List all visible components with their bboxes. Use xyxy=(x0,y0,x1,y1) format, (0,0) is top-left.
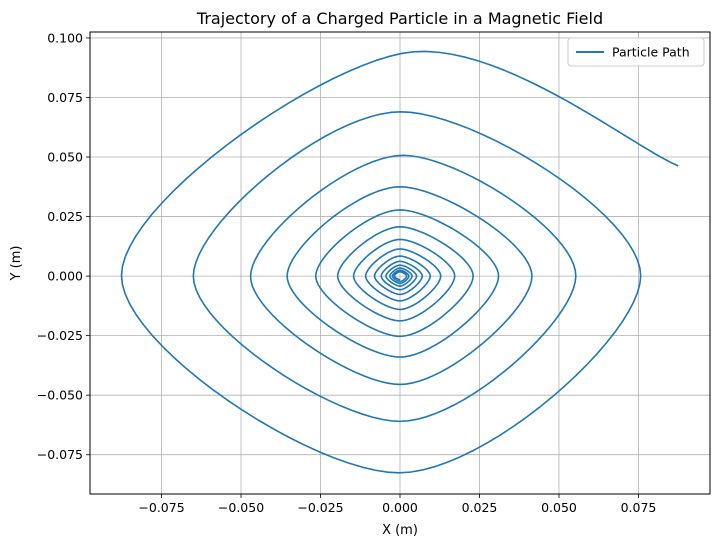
x-tick-label: 0.050 xyxy=(541,500,577,515)
y-tick-label: 0.050 xyxy=(47,150,83,165)
x-tick-label: 0.075 xyxy=(621,500,657,515)
y-tick-label: 0.000 xyxy=(47,269,83,284)
x-axis-label: X (m) xyxy=(382,523,418,538)
y-tick-label: −0.025 xyxy=(37,328,83,343)
x-tick-label: −0.050 xyxy=(218,500,264,515)
chart-title: Trajectory of a Charged Particle in a Ma… xyxy=(196,9,603,28)
y-tick-label: −0.075 xyxy=(37,447,83,462)
y-tick-label: 0.100 xyxy=(47,30,83,45)
y-axis-label: Y (m) xyxy=(9,246,24,282)
x-tick-label: 0.025 xyxy=(462,500,498,515)
legend-entry-label: Particle Path xyxy=(612,45,690,60)
x-tick-label: −0.025 xyxy=(297,500,343,515)
x-tick-label: 0.000 xyxy=(382,500,418,515)
ticks: −0.075 −0.050 −0.025 0.000 0.025 0.050 0.075 −0… xyxy=(37,30,657,515)
y-tick-label: 0.075 xyxy=(47,90,83,105)
legend-box xyxy=(567,37,705,67)
series-line-particle-path xyxy=(120,50,679,474)
x-tick-label: −0.075 xyxy=(138,500,184,515)
y-tick-label: −0.050 xyxy=(37,388,83,403)
legend: Particle Path xyxy=(567,37,705,67)
y-tick-label: 0.025 xyxy=(47,209,83,224)
series-layer xyxy=(120,50,679,474)
